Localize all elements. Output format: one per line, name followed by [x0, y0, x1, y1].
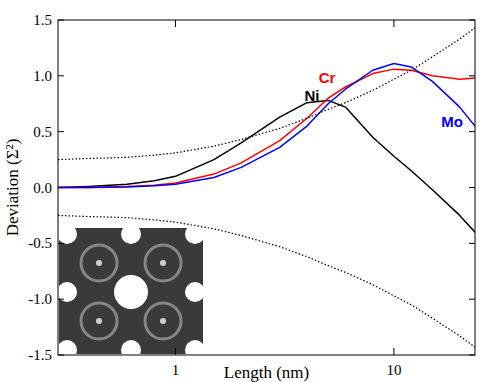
inset-ring — [145, 303, 181, 339]
series-line — [58, 69, 475, 187]
series-line — [58, 100, 475, 232]
inset-ring — [81, 303, 117, 339]
inset-spot — [121, 224, 141, 244]
x-tick — [393, 348, 394, 355]
chart-container: -1.5 -1.0 -0.5 0.0 0.5 1.0 1.5 1 10 NiCr Mo Length … — [0, 0, 501, 382]
inset-spot — [96, 318, 102, 324]
inset-ring — [145, 245, 181, 281]
axes: -1.5 -1.0 -0.5 0.0 0.5 1.0 1.5 1 10 — [28, 12, 475, 378]
y-tick — [469, 131, 475, 132]
background — [0, 0, 501, 382]
y-tick-label: 0.0 — [33, 180, 52, 196]
inset-spot — [57, 340, 77, 360]
y-tick — [469, 187, 475, 188]
series-line — [58, 215, 475, 347]
plot-frame — [58, 20, 475, 355]
y-tick-label: -1.0 — [28, 291, 52, 307]
inset-spot — [57, 224, 77, 244]
y-tick — [58, 75, 64, 76]
x-tick-label: 1 — [172, 362, 180, 378]
inset-spot — [57, 282, 77, 302]
y-tick-label: -1.5 — [28, 347, 52, 363]
y-tick-label: 1.5 — [33, 12, 52, 28]
inset-ring — [81, 245, 117, 281]
y-tick-label: 1.0 — [33, 68, 52, 84]
series-label: Ni — [305, 87, 320, 104]
x-axis-label: Length (nm) — [224, 363, 309, 382]
y-tick-label: 0.5 — [33, 124, 52, 140]
y-tick — [58, 299, 64, 300]
y-tick — [469, 243, 475, 244]
y-tick — [469, 75, 475, 76]
inset-image — [57, 224, 205, 360]
x-tick — [175, 348, 176, 355]
series-label: Cr — [319, 69, 336, 86]
x-tick — [393, 20, 394, 27]
inset-spot — [121, 340, 141, 360]
plot-area — [58, 28, 475, 347]
x-tick-label: 10 — [386, 362, 401, 378]
y-axis-label: Deviation (Σ²) — [3, 139, 22, 237]
y-tick — [58, 131, 64, 132]
series-label: Mo — [441, 113, 463, 130]
series-line — [58, 28, 475, 160]
inset-background — [59, 228, 203, 354]
y-tick-label: -0.5 — [28, 235, 52, 251]
series-line — [58, 64, 475, 188]
chart-svg: -1.5 -1.0 -0.5 0.0 0.5 1.0 1.5 1 10 NiCr Mo Length … — [0, 0, 501, 382]
inset-spot — [96, 260, 102, 266]
inset-spot — [185, 282, 205, 302]
x-tick — [175, 20, 176, 27]
inset-spot — [185, 340, 205, 360]
inset-spot — [114, 275, 148, 309]
y-tick — [58, 243, 64, 244]
inset-spot — [160, 260, 166, 266]
inset-spot — [160, 318, 166, 324]
y-tick — [469, 299, 475, 300]
